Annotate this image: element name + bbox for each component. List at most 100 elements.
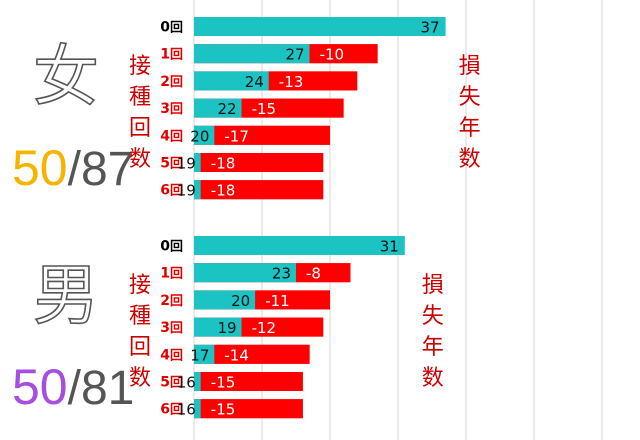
row-label-suffix: 回 [170, 321, 183, 336]
loss-value-label: -14 [224, 346, 249, 364]
row-label-suffix: 回 [170, 21, 183, 36]
row-label-suffix: 回 [170, 157, 183, 172]
row-label: 1回 [160, 266, 183, 282]
bar-value-label: 31 [380, 238, 399, 256]
right-axis-label-char: 失 [422, 304, 444, 329]
row-label: 3回 [160, 320, 183, 336]
bar-loss [200, 399, 303, 419]
left-axis-label-char: 回 [129, 335, 151, 360]
row-label: 3回 [160, 101, 183, 117]
loss-value-label: -10 [320, 46, 345, 64]
gender-label: 男 [33, 257, 99, 334]
bar-remaining [194, 125, 215, 145]
ratio-label: 50/81 [12, 359, 134, 415]
row-label: 5回 [160, 375, 183, 391]
row-label-suffix: 回 [170, 267, 183, 282]
left-axis-label-char: 種 [129, 304, 151, 329]
loss-value-label: -15 [252, 100, 277, 118]
loss-value-label: -11 [265, 292, 290, 310]
bar-remaining [194, 71, 269, 91]
left-axis-label-char: 種 [129, 85, 151, 110]
bar-remaining [194, 98, 242, 118]
bar-loss [268, 71, 358, 91]
right-axis-label-char: 失 [459, 85, 481, 110]
bar-value-label: 16 [177, 374, 196, 392]
bar-loss [214, 344, 310, 364]
bar-loss [200, 372, 303, 391]
loss-value-label: -13 [279, 73, 304, 91]
bar-remaining [194, 399, 201, 419]
left-axis-label-char: 接 [129, 273, 151, 298]
bar-remaining [194, 263, 296, 283]
bar-value-label: 27 [286, 46, 305, 64]
row-label: 6回 [160, 402, 183, 418]
row-label-suffix: 回 [170, 376, 183, 391]
left-axis-label-char: 数 [129, 147, 151, 172]
ratio-highlight: 50 [12, 140, 68, 196]
row-label: 6回 [160, 183, 183, 199]
bar-value-label: 37 [421, 19, 440, 37]
bar-loss [200, 180, 324, 200]
bar-value-label: 23 [272, 265, 291, 283]
bar-remaining [194, 317, 242, 337]
bar-remaining [194, 153, 201, 172]
bar-value-label: 19 [177, 155, 196, 173]
bar-remaining [194, 44, 310, 64]
row-label-suffix: 回 [170, 348, 183, 363]
ratio-rest: /81 [68, 362, 135, 415]
loss-value-label: -15 [211, 401, 236, 419]
row-label: 2回 [160, 74, 183, 90]
bar-loss [296, 263, 351, 283]
loss-value-label: -15 [211, 374, 236, 392]
row-label: 2回 [160, 293, 183, 309]
right-axis-label-char: 年 [459, 116, 481, 141]
bar-value-label: 16 [177, 401, 196, 419]
bar-baseline [194, 17, 446, 36]
ratio-highlight: 50 [12, 359, 68, 415]
row-label-suffix: 回 [170, 102, 183, 117]
bar-loss [214, 125, 330, 145]
bar-value-label: 17 [190, 346, 209, 364]
row-label-suffix: 回 [170, 184, 183, 199]
row-label: 1回 [160, 47, 183, 63]
loss-value-label: -18 [211, 155, 236, 173]
bar-value-label: 20 [190, 127, 209, 145]
right-axis-label-char: 損 [422, 273, 444, 298]
right-axis-label-char: 数 [459, 147, 481, 172]
left-axis-label-char: 回 [129, 116, 151, 141]
bar-remaining [194, 180, 201, 200]
row-label-suffix: 回 [170, 240, 183, 255]
bar-loss [255, 290, 330, 310]
loss-value-label: -17 [224, 127, 249, 145]
row-label-suffix: 回 [170, 294, 183, 309]
bar-baseline [194, 236, 405, 255]
bar-value-label: 22 [218, 100, 237, 118]
row-label-suffix: 回 [170, 75, 183, 90]
row-label: 0回 [160, 239, 183, 255]
gender-label: 女 [33, 38, 99, 115]
bar-value-label: 20 [231, 292, 250, 310]
bar-value-label: 24 [245, 73, 264, 91]
bar-loss [309, 44, 378, 64]
left-axis-label-char: 接 [129, 54, 151, 79]
row-label-suffix: 回 [170, 129, 183, 144]
bar-value-label: 19 [218, 319, 237, 337]
bar-remaining [194, 344, 215, 364]
right-axis-label-char: 数 [422, 366, 444, 391]
right-axis-label-char: 損 [459, 54, 481, 79]
bar-loss [241, 98, 344, 118]
bar-loss [241, 317, 324, 337]
row-label-suffix: 回 [170, 403, 183, 418]
bar-value-label: 19 [177, 182, 196, 200]
row-label: 4回 [160, 347, 183, 363]
bar-remaining [194, 290, 256, 310]
loss-value-label: -12 [252, 319, 277, 337]
bar-remaining [194, 372, 201, 391]
right-axis-label-char: 年 [422, 335, 444, 360]
bar-loss [200, 153, 324, 172]
row-label: 5回 [160, 156, 183, 172]
row-label: 0回 [160, 20, 183, 36]
row-label-suffix: 回 [170, 48, 183, 63]
ratio-rest: /87 [68, 143, 135, 196]
row-label: 4回 [160, 128, 183, 144]
